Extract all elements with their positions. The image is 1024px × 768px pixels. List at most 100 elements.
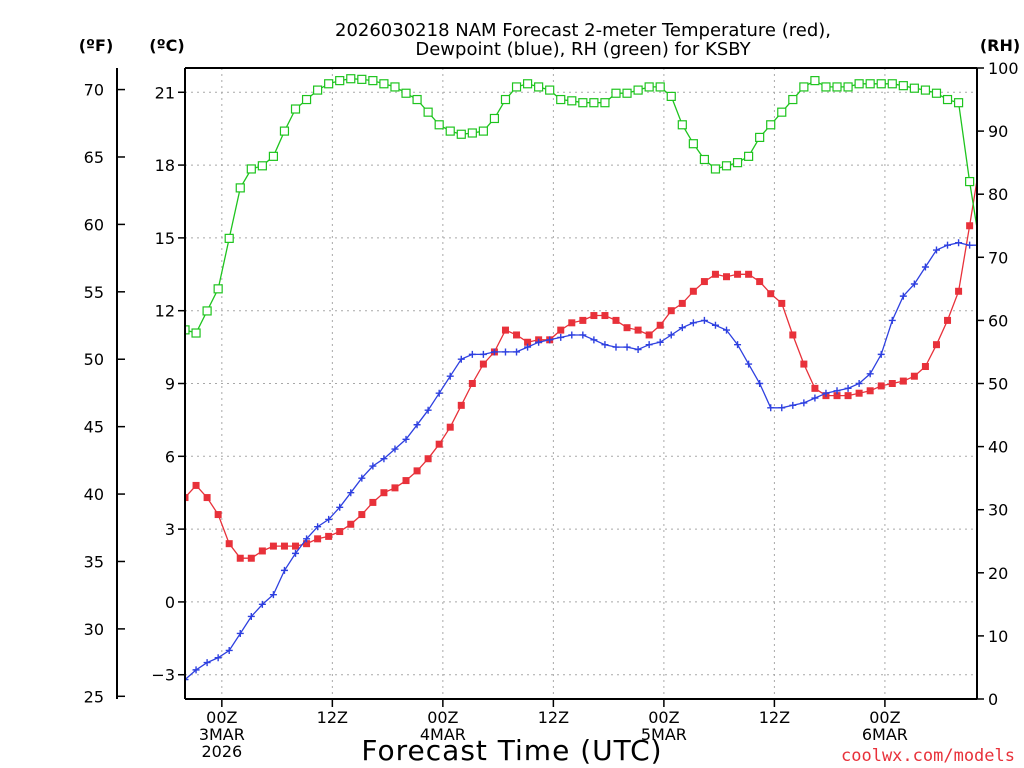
dewpoint-point-46 (689, 319, 697, 327)
rh-point-35 (567, 96, 577, 106)
temperature-point-74 (999, 96, 1006, 103)
celsius-tick-label-3: 6 (165, 447, 175, 466)
dewpoint-point-31 (524, 343, 532, 351)
temperature-point-25 (457, 401, 465, 409)
x-tick-label-0-2: 2026 (201, 742, 242, 761)
rh-point-7 (257, 161, 267, 171)
temperature-point-42 (645, 331, 653, 339)
rh-tick-label-8: 80 (988, 185, 1008, 204)
rh-point-37 (589, 98, 599, 108)
rh-unit-label: (RH) (980, 36, 1020, 55)
dewpoint-point-8 (269, 591, 277, 599)
rh-point-45 (677, 120, 687, 130)
dewpoint-point-53 (767, 404, 775, 412)
celsius-tick-label-4: 9 (165, 375, 175, 394)
dewpoint-line (185, 242, 977, 681)
temperature-point-27 (479, 360, 487, 368)
rh-tick-label-0: 0 (988, 690, 998, 709)
dewpoint-point-35 (568, 331, 576, 339)
temperature-point-65 (899, 377, 907, 385)
dewpoint-point-39 (612, 343, 620, 351)
rh-point-58 (821, 82, 831, 92)
celsius-tick-label-0: −3 (151, 666, 175, 685)
rh-point-3 (213, 284, 223, 294)
fahrenheit-tick-label-6: 55 (84, 283, 104, 302)
dewpoint-point-41 (634, 346, 642, 354)
fahrenheit-tick-label-9: 70 (84, 81, 104, 100)
rh-point-18 (379, 79, 389, 89)
fahrenheit-unit-label: (ºF) (79, 36, 114, 55)
temperature-point-31 (524, 338, 532, 346)
rh-point-4 (224, 233, 234, 243)
rh-point-39 (611, 88, 621, 98)
temperature-point-51 (745, 270, 753, 278)
rh-point-55 (788, 94, 798, 105)
rh-point-6 (246, 164, 256, 174)
rh-point-61 (854, 79, 864, 89)
temperature-point-52 (756, 278, 764, 286)
dewpoint-point-52 (756, 380, 764, 387)
temperature-point-8 (269, 542, 277, 550)
rh-point-30 (511, 82, 522, 92)
dewpoint-point-32 (535, 338, 543, 346)
rh-point-49 (721, 161, 732, 171)
temperature-point-16 (358, 511, 366, 519)
dewpoint-point-29 (501, 348, 509, 356)
temperature-point-17 (369, 498, 377, 506)
dewpoint-point-62 (866, 370, 874, 378)
rh-point-75 (1010, 263, 1018, 271)
dewpoint-point-54 (778, 404, 786, 412)
rh-point-12 (313, 85, 323, 95)
dewpoint-point-56 (800, 399, 808, 407)
dewpoint-point-21 (413, 421, 421, 429)
dewpoint-point-60 (844, 384, 852, 392)
dewpoint-point-51 (745, 360, 753, 368)
rh-tick-label-5: 50 (988, 375, 1008, 394)
rh-point-38 (600, 98, 610, 108)
x-tick-label-0-0: 00Z (206, 708, 237, 727)
x-tick-label-6-0: 00Z (869, 708, 900, 727)
celsius-unit-label: (ºC) (149, 36, 184, 55)
temperature-point-45 (678, 299, 686, 307)
dewpoint-point-1 (192, 666, 200, 674)
rh-point-51 (744, 151, 754, 161)
dewpoint-point-64 (888, 316, 896, 324)
temperature-point-24 (446, 423, 454, 431)
celsius-tick-label-6: 15 (155, 229, 175, 248)
temperature-point-44 (667, 307, 675, 315)
temperature-point-49 (723, 273, 731, 281)
rh-point-54 (777, 107, 787, 117)
rh-point-50 (732, 158, 743, 168)
rh-tick-label-7: 70 (988, 248, 1008, 267)
x-tick-label-6-1: 6MAR (862, 725, 908, 744)
chart-title-line-2: Dewpoint (blue), RH (green) for KSBY (415, 39, 751, 60)
dewpoint-point-25 (457, 355, 465, 363)
rh-point-24 (445, 126, 455, 136)
dewpoint-point-20 (402, 435, 410, 443)
rh-tick-label-1: 10 (988, 627, 1008, 646)
dewpoint-point-61 (855, 380, 863, 387)
rh-point-20 (401, 88, 411, 98)
rh-point-71 (965, 176, 975, 187)
rh-point-22 (423, 107, 433, 117)
rh-point-31 (522, 79, 533, 89)
rh-point-52 (755, 132, 765, 143)
x-tick-label-4-1: 5MAR (641, 725, 687, 744)
fahrenheit-tick-label-2: 35 (84, 552, 104, 571)
dewpoint-point-42 (645, 341, 653, 349)
dewpoint-point-9 (280, 566, 288, 574)
temperature-point-71 (966, 222, 974, 230)
temperature-point-75 (1010, 91, 1017, 98)
x-tick-label-5-0: 12Z (759, 708, 790, 727)
dewpoint-point-69 (944, 241, 952, 249)
rh-point-62 (865, 79, 875, 89)
x-tick-label-2-1: 4MAR (420, 725, 466, 744)
celsius-tick-label-2: 3 (165, 520, 175, 539)
temperature-point-66 (910, 372, 918, 380)
x-tick-label-2-0: 00Z (427, 708, 458, 727)
dewpoint-point-5 (236, 629, 244, 637)
dewpoint-point-0 (185, 676, 189, 684)
rh-point-5 (235, 183, 245, 193)
rh-point-11 (301, 94, 312, 105)
rh-point-27 (478, 126, 488, 136)
